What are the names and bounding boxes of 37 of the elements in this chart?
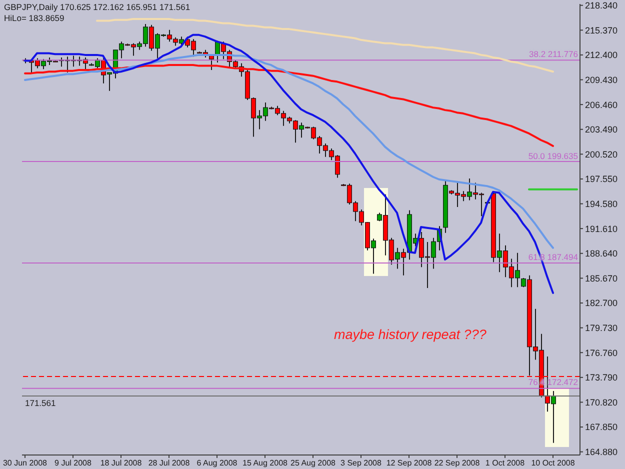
y-tick-label: 185.670 xyxy=(585,273,618,284)
ref-line-label: 38.2 211.776 xyxy=(529,49,578,60)
x-tick-label: 12 Sep 2008 xyxy=(386,458,432,468)
annotation: maybe history repeat ??? xyxy=(334,327,486,342)
x-tick-label: 25 Aug 2008 xyxy=(290,458,336,468)
x-tick-label: 30 Jun 2008 xyxy=(2,458,48,468)
y-tick-label: 203.490 xyxy=(585,124,618,135)
ref-line-label: 50.0 199.635 xyxy=(528,150,578,161)
y-tick-label: 218.340 xyxy=(585,0,618,11)
text: HiLo= 183.8659 xyxy=(4,13,66,24)
x-tick-label: 9 Jul 2008 xyxy=(54,458,92,468)
y-tick-label: 209.430 xyxy=(585,74,618,85)
y-tick-label: 170.820 xyxy=(585,397,618,408)
y-tick-label: 167.850 xyxy=(585,422,618,432)
y-tick-label: 215.370 xyxy=(585,25,618,36)
x-tick-label: 18 Jul 2008 xyxy=(100,458,142,468)
y-tick-label: 164.880 xyxy=(585,447,618,458)
chart-title: GBPJPY,Daily 170.625 172.162 165.951 171.561 xyxy=(4,2,190,13)
y-tick-label: 197.550 xyxy=(585,174,618,184)
y-tick-label: 176.760 xyxy=(585,348,618,358)
y-tick-label: 200.520 xyxy=(585,149,618,160)
y-tick-label: 194.580 xyxy=(585,198,618,209)
y-tick-label: 206.460 xyxy=(585,100,618,110)
y-tick-label: 179.730 xyxy=(585,322,618,333)
x-tick-label: 3 Sep 2008 xyxy=(340,458,382,468)
y-tick-label: 212.400 xyxy=(585,50,618,60)
ref-line-label: 171.561 xyxy=(25,398,56,408)
x-tick-label: 28 Jul 2008 xyxy=(148,458,190,468)
y-tick-label: 182.700 xyxy=(585,298,618,308)
x-tick-label: 1 Oct 2008 xyxy=(485,458,526,468)
x-tick-label: 15 Aug 2008 xyxy=(242,458,288,468)
x-tick-label: 10 Oct 2008 xyxy=(531,458,576,468)
y-tick-label: 191.610 xyxy=(585,224,618,234)
y-tick-label: 173.790 xyxy=(585,372,618,383)
x-tick-label: 6 Aug 2008 xyxy=(196,458,238,468)
x-tick-label: 22 Sep 2008 xyxy=(434,458,480,468)
y-tick-label: 188.640 xyxy=(585,248,618,259)
